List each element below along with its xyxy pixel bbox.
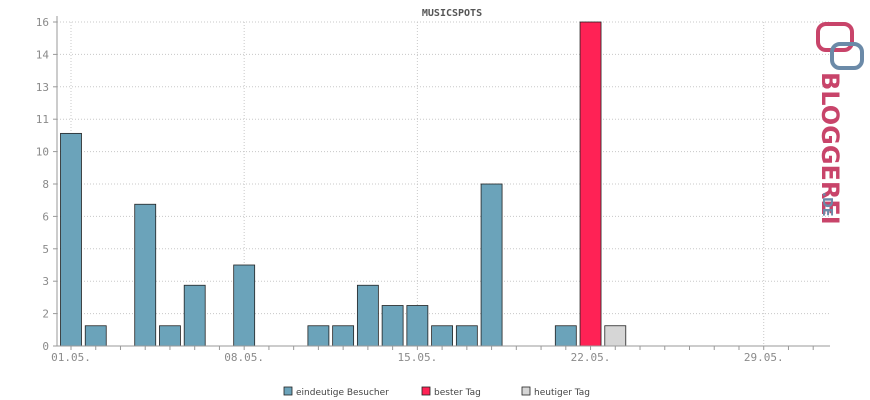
bar bbox=[480, 183, 503, 347]
bar bbox=[356, 284, 379, 347]
y-tick-label: 6 bbox=[42, 210, 49, 223]
legend: eindeutige Besucher bester Tag heutiger Ta… bbox=[283, 386, 590, 398]
bar bbox=[431, 325, 454, 347]
bar bbox=[60, 132, 82, 347]
legend-label: eindeutige Besucher bbox=[296, 388, 389, 398]
bar bbox=[134, 203, 157, 347]
legend-swatch bbox=[283, 386, 293, 396]
bar bbox=[84, 325, 107, 347]
logo-bubble-icon bbox=[830, 42, 864, 70]
logo-wordmark: BLOGGEREI bbox=[816, 72, 844, 225]
gridlines bbox=[57, 21, 830, 346]
legend-swatch bbox=[521, 386, 531, 396]
logo-suffix: .DE bbox=[819, 192, 834, 217]
x-tick-label: 08.05. bbox=[224, 351, 264, 364]
logo-bubble-icon bbox=[816, 22, 854, 52]
y-tick-label: 0 bbox=[42, 340, 49, 353]
bar bbox=[554, 325, 577, 347]
y-tick-label: 16 bbox=[36, 16, 49, 29]
bar bbox=[233, 264, 256, 347]
chart-title: MUSICSPOTS bbox=[422, 8, 482, 19]
y-tick-label: 2 bbox=[42, 308, 49, 321]
bar bbox=[381, 305, 404, 347]
y-tick-label: 13 bbox=[36, 81, 49, 94]
bar bbox=[406, 305, 429, 347]
bar bbox=[455, 325, 478, 347]
legend-label: heutiger Tag bbox=[534, 388, 590, 398]
bar bbox=[183, 284, 206, 347]
y-tick-label: 10 bbox=[36, 146, 49, 159]
legend-label: bester Tag bbox=[434, 388, 481, 398]
bar bbox=[159, 325, 181, 347]
x-tick-label: 01.05. bbox=[51, 351, 91, 364]
bar bbox=[579, 21, 602, 347]
bar bbox=[332, 325, 355, 347]
bar bbox=[604, 325, 627, 347]
bar bbox=[307, 325, 330, 347]
y-tick-label: 5 bbox=[42, 243, 49, 256]
legend-swatch bbox=[421, 386, 431, 396]
y-tick-label: 3 bbox=[42, 275, 49, 288]
x-tick-label: 22.05. bbox=[571, 351, 611, 364]
x-tick-label: 29.05. bbox=[744, 351, 784, 364]
x-tick-label: 15.05. bbox=[397, 351, 437, 364]
y-tick-label: 8 bbox=[42, 178, 49, 191]
y-tick-label: 11 bbox=[36, 113, 49, 126]
y-tick-label: 14 bbox=[36, 48, 50, 61]
axes: 0 2 3 5 6 8 10 11 13 14 16 01.05. 08.05. 15.05. 22.05.… bbox=[36, 16, 830, 364]
bloggerei-logo: BLOGGEREI.DE bbox=[816, 22, 864, 225]
